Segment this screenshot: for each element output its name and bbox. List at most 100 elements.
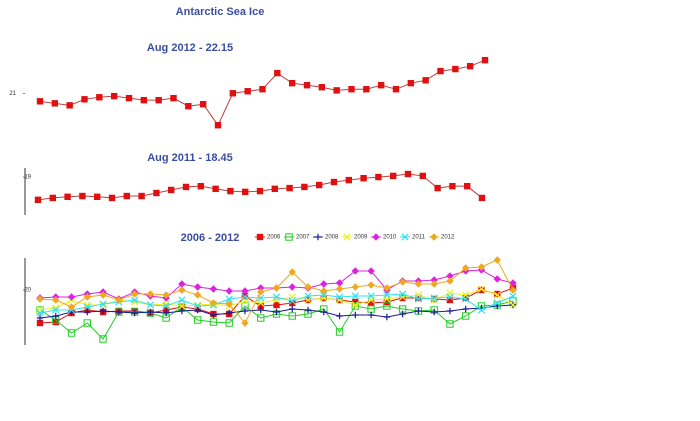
marker	[446, 320, 454, 328]
marker	[335, 293, 344, 301]
marker	[398, 278, 407, 286]
marker	[419, 172, 426, 180]
marker	[108, 194, 116, 202]
marker	[392, 86, 400, 93]
marker	[383, 291, 391, 299]
marker	[257, 302, 264, 310]
marker	[214, 122, 222, 129]
y-tick-label: 21	[9, 91, 16, 97]
marker	[343, 233, 351, 241]
marker	[360, 175, 367, 182]
legend-label: 2008	[325, 235, 339, 241]
marker	[494, 302, 501, 310]
marker	[140, 96, 148, 104]
marker	[209, 318, 218, 326]
marker	[147, 308, 154, 316]
marker	[367, 292, 375, 300]
marker	[367, 267, 375, 275]
marker	[67, 303, 76, 311]
marker	[84, 308, 91, 316]
marker	[178, 286, 186, 294]
marker	[64, 193, 71, 200]
chart-title: 2006 - 2012	[181, 232, 240, 244]
marker	[314, 233, 322, 241]
marker	[377, 81, 385, 89]
marker	[241, 319, 249, 327]
marker	[83, 293, 91, 301]
marker	[259, 86, 266, 93]
marker	[271, 185, 278, 193]
marker	[345, 176, 352, 184]
marker	[273, 308, 280, 316]
marker	[434, 184, 441, 192]
legend-label: 2006	[267, 235, 281, 241]
marker	[399, 294, 406, 302]
marker	[401, 233, 409, 241]
marker	[383, 313, 391, 321]
marker	[351, 301, 359, 309]
marker	[383, 302, 391, 310]
marker	[422, 77, 429, 84]
marker	[79, 192, 86, 200]
marker	[509, 292, 517, 300]
marker	[437, 67, 444, 75]
marker	[115, 296, 123, 304]
marker	[36, 295, 44, 303]
marker	[226, 309, 233, 317]
marker	[67, 329, 76, 337]
marker	[115, 308, 123, 316]
marker	[36, 319, 44, 327]
marker	[225, 319, 233, 327]
marker	[94, 193, 101, 200]
marker	[320, 308, 327, 316]
marker	[352, 311, 359, 319]
marker	[462, 264, 470, 272]
marker	[194, 302, 202, 310]
marker	[81, 96, 88, 103]
marker	[363, 86, 370, 93]
marker	[414, 295, 423, 303]
marker	[462, 294, 469, 302]
marker	[477, 263, 486, 271]
marker	[383, 298, 391, 306]
marker	[146, 301, 154, 309]
marker	[336, 312, 343, 320]
marker	[383, 284, 391, 292]
marker	[462, 312, 470, 320]
series-line	[37, 173, 483, 201]
marker	[138, 192, 145, 200]
marker	[372, 233, 380, 241]
marker	[509, 301, 517, 309]
marker	[330, 178, 338, 186]
marker	[170, 94, 177, 102]
marker	[125, 94, 133, 102]
marker	[446, 293, 454, 301]
marker	[210, 311, 217, 319]
marker	[241, 287, 249, 295]
marker	[162, 302, 170, 310]
marker	[462, 305, 469, 313]
marker	[209, 285, 218, 293]
marker	[197, 182, 204, 190]
marker	[303, 81, 311, 89]
marker	[335, 296, 344, 304]
page-title: Antarctic Sea Ice	[176, 6, 265, 18]
marker	[446, 296, 454, 304]
chart-title: Aug 2011 - 18.45	[147, 152, 233, 164]
legend-label: 2012	[441, 235, 455, 241]
marker	[477, 306, 486, 314]
marker	[288, 79, 296, 87]
marker	[333, 87, 340, 94]
marker	[110, 92, 118, 100]
marker	[36, 98, 44, 105]
marker	[288, 297, 296, 305]
marker	[466, 62, 474, 70]
legend-label: 2009	[354, 235, 368, 241]
marker	[462, 295, 470, 303]
marker	[316, 181, 323, 189]
marker	[304, 292, 312, 300]
marker	[162, 309, 170, 317]
marker	[285, 233, 293, 241]
marker	[225, 295, 233, 303]
